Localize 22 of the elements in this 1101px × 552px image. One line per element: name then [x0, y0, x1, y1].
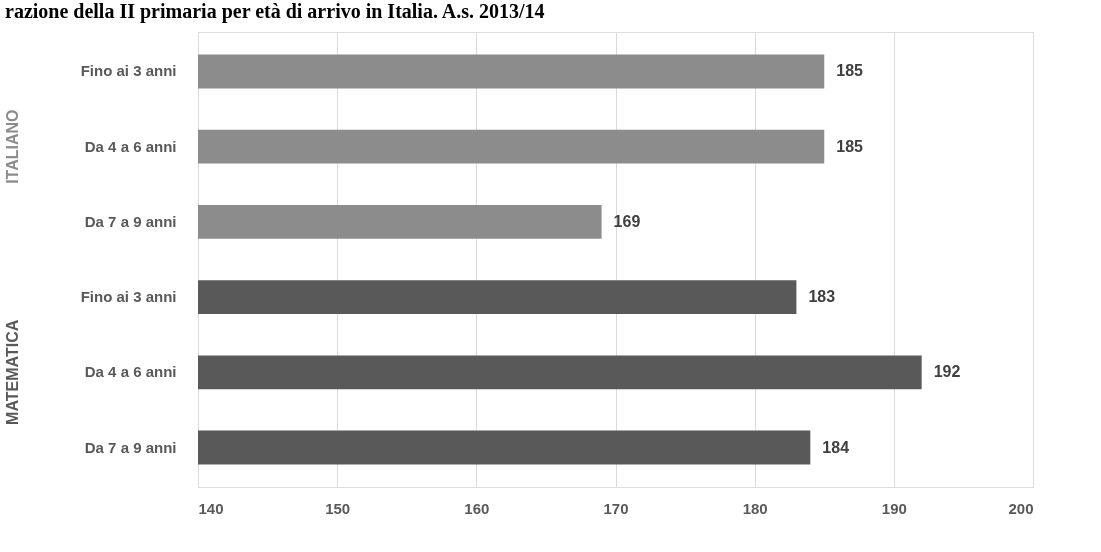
x-tick-label: 190 [881, 499, 907, 517]
x-tick-label: 180 [742, 499, 768, 517]
x-tick-label: 140 [198, 499, 224, 517]
data-label: 192 [933, 363, 961, 381]
chart-title: razione della II primaria per età di arrivo in Italia. A.s. 2013/14 [5, 0, 545, 23]
data-label: 185 [836, 137, 864, 155]
y-tick-label: Da 4 a 6 anni [84, 363, 177, 381]
data-label: 184 [822, 438, 850, 456]
text: MATEMATICA [4, 319, 21, 425]
data-label: 185 [836, 62, 864, 80]
x-tick-label: 160 [464, 499, 490, 517]
y-tick-label: Da 7 a 9 anni [84, 438, 177, 456]
y-tick-label: Fino ai 3 anni [80, 288, 177, 306]
y-tick-label: Da 4 a 6 anni [84, 137, 177, 155]
y-tick-label: Da 7 a 9 anni [84, 212, 177, 230]
data-label: 169 [613, 212, 641, 230]
x-tick-label: 170 [603, 499, 629, 517]
y-tick-label: Fino ai 3 anni [80, 62, 177, 80]
text: ITALIANO [4, 109, 21, 184]
x-tick-label: 150 [325, 499, 351, 517]
data-label: 183 [808, 288, 836, 306]
x-tick-label: 200 [1008, 499, 1034, 517]
